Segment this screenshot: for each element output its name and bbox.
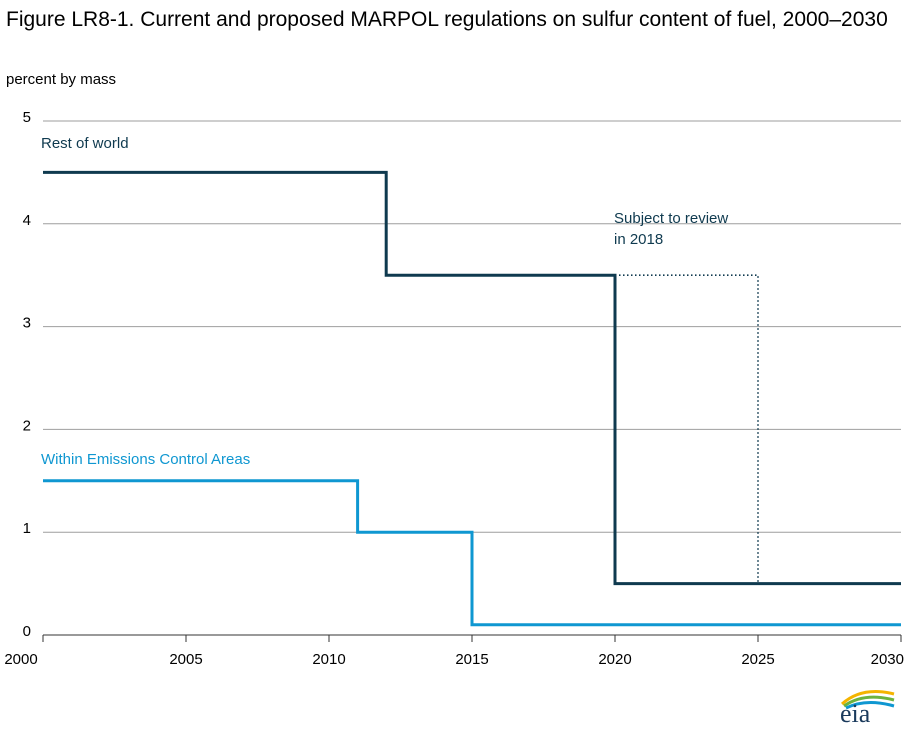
chart-title: Figure LR8-1. Current and proposed MARPO… [6,8,888,31]
y-tick-labels: 0 1 2 3 4 5 [23,109,31,640]
y-tick-label: 3 [23,315,31,332]
y-tick-label: 2 [23,417,31,434]
x-tick-label: 2000 [4,651,37,668]
annotation-text: Subject to review [614,210,728,227]
y-tick-label: 5 [23,109,31,126]
x-axis: 2000 2005 2010 2015 2020 2025 2030 [4,634,904,668]
y-axis-units-label: percent by mass [6,71,117,88]
series-lines [43,170,901,627]
series-line-0 [43,170,901,586]
y-tick-label: 0 [23,623,31,640]
gridlines [43,120,901,533]
series-label-1: Within Emissions Control Areas [41,451,250,468]
x-tick-label: 2020 [598,651,631,668]
series-line-1 [43,479,901,627]
y-tick-label: 4 [23,212,31,229]
x-tick-label: 2015 [455,651,488,668]
x-tick-label: 2030 [871,651,904,668]
x-tick-label: 2005 [169,651,202,668]
series-label-0: Rest of world [41,135,129,152]
series-labels: Rest of world Within Emissions Control Ar… [41,135,728,468]
logo-arc-yellow [840,690,895,706]
x-tick-label: 2025 [741,651,774,668]
annotation-text: in 2018 [614,231,663,248]
eia-logo: eia [840,690,895,724]
series-line-2 [615,274,759,584]
x-tick-label: 2010 [312,651,345,668]
logo-arc-green [843,695,895,708]
logo-arc-blue [845,701,895,710]
logo-text: eia [840,699,871,724]
y-tick-label: 1 [23,520,31,537]
